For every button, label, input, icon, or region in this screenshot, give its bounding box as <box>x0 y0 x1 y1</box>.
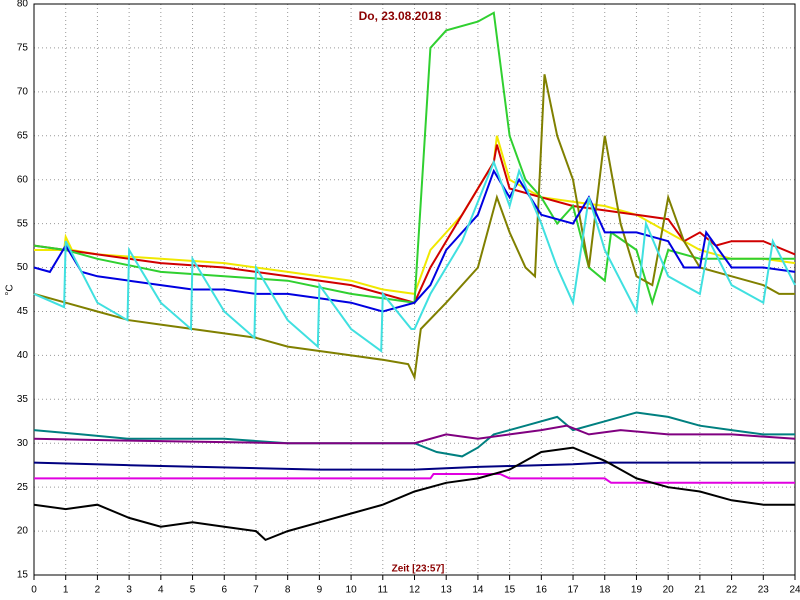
y-tick-label: 50 <box>17 262 29 273</box>
x-tick-label: 18 <box>599 585 611 596</box>
x-tick-label: 22 <box>726 585 738 596</box>
x-tick-label: 15 <box>504 585 516 596</box>
series-line <box>33 144 796 304</box>
series-line <box>33 461 795 471</box>
x-tick-label: 3 <box>126 585 132 596</box>
x-tick-label: 17 <box>567 585 579 596</box>
x-tick-label: 8 <box>285 585 291 596</box>
x-tick-label: 20 <box>663 585 675 596</box>
series-line <box>33 168 796 313</box>
x-tick-label: 1 <box>63 585 69 596</box>
x-tick-label: 16 <box>536 585 548 596</box>
x-tick-label: 2 <box>95 585 101 596</box>
y-tick-label: 35 <box>17 394 29 405</box>
x-tick-label: 4 <box>158 585 164 596</box>
series-line <box>33 159 796 353</box>
y-tick-label: 40 <box>17 350 29 361</box>
y-axis-label: °C <box>5 284 16 295</box>
x-axis-label: Zeit [23:57] <box>392 564 445 575</box>
x-tick-label: 13 <box>441 585 453 596</box>
x-tick-label: 19 <box>631 585 643 596</box>
x-tick-label: 11 <box>378 585 389 596</box>
y-tick-label: 55 <box>17 218 29 229</box>
x-tick-label: 10 <box>346 585 358 596</box>
x-tick-label: 12 <box>409 585 421 596</box>
y-tick-label: 25 <box>17 482 29 493</box>
x-tick-label: 7 <box>253 585 259 596</box>
chart-title: Do, 23.08.2018 <box>359 9 442 23</box>
y-tick-label: 15 <box>17 570 29 581</box>
x-tick-label: 9 <box>317 585 323 596</box>
plot-frame <box>33 3 796 576</box>
series-line <box>34 473 795 484</box>
x-tick-label: 24 <box>789 585 800 596</box>
series-line <box>33 411 795 458</box>
x-tick-label: 5 <box>190 585 196 596</box>
y-tick-label: 80 <box>17 0 29 10</box>
y-tick-label: 60 <box>17 174 29 185</box>
series-line <box>33 424 796 445</box>
y-tick-label: 30 <box>17 438 29 449</box>
y-tick-label: 65 <box>17 130 29 141</box>
y-tick-label: 75 <box>17 43 29 54</box>
x-tick-label: 14 <box>472 585 484 596</box>
series-line <box>33 446 795 542</box>
x-tick-label: 0 <box>31 585 37 596</box>
x-tick-label: 6 <box>221 585 227 596</box>
x-tick-label: 21 <box>694 585 706 596</box>
y-tick-label: 20 <box>17 526 29 537</box>
y-tick-label: 45 <box>17 306 29 317</box>
y-tick-label: 70 <box>17 86 29 97</box>
x-tick-label: 23 <box>758 585 770 596</box>
series-line <box>33 74 795 381</box>
